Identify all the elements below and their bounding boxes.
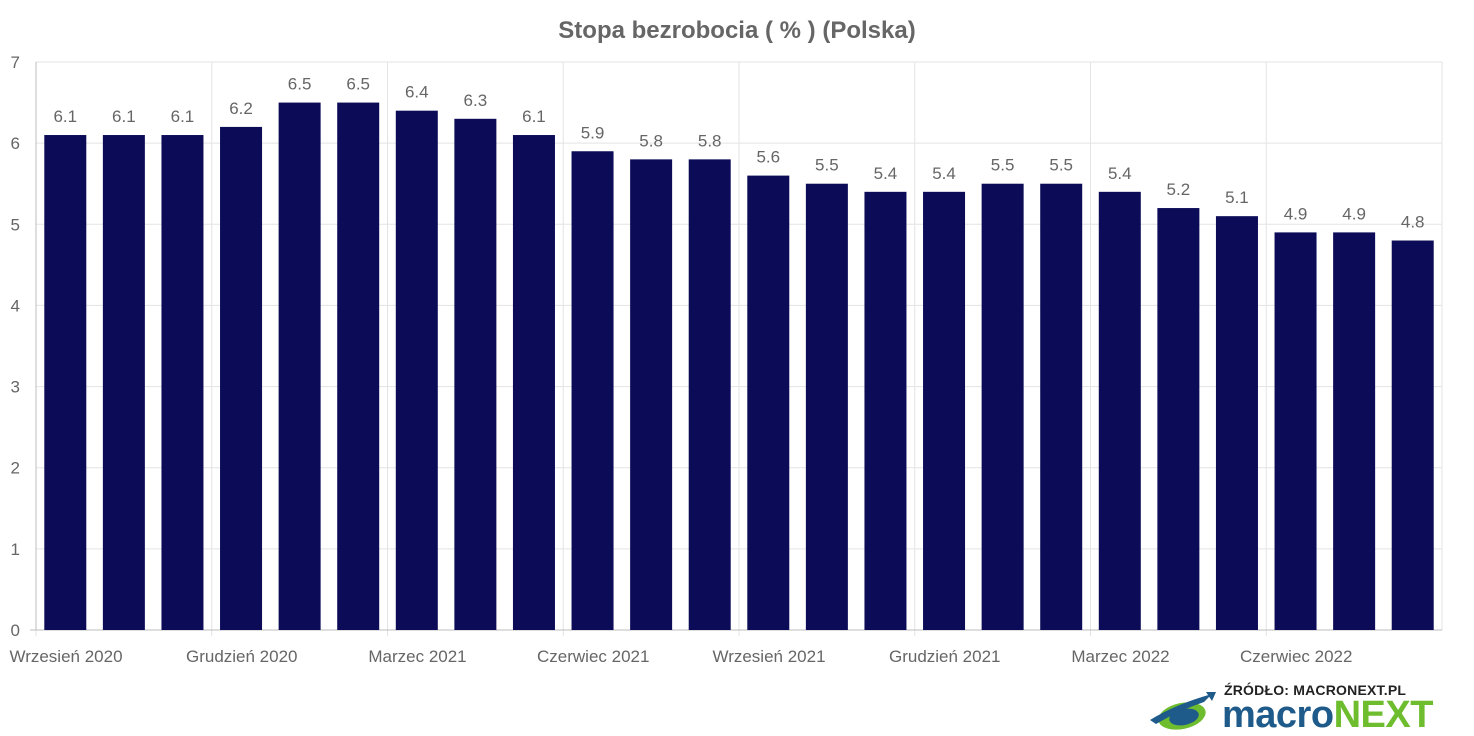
data-label: 5.4 [874, 164, 898, 183]
bar [161, 135, 204, 630]
bar [747, 175, 790, 630]
gridlines [30, 61, 1443, 636]
bar [102, 135, 145, 630]
data-label: 5.5 [815, 156, 839, 175]
x-tick-label: Wrzesień 2020 [9, 647, 122, 666]
data-label: 4.8 [1401, 213, 1425, 232]
y-tick-label: 6 [11, 134, 20, 153]
bar [805, 183, 848, 630]
data-label: 5.4 [1108, 164, 1132, 183]
bar [1215, 216, 1258, 630]
data-label: 4.9 [1342, 204, 1366, 223]
brand-name: macroNEXT [1222, 695, 1433, 735]
chart-title: Stopa bezrobocia ( % ) (Polska) [558, 17, 915, 44]
bar [337, 102, 380, 631]
y-axis-ticks: 0 1 2 3 4 5 6 7 [11, 53, 20, 640]
data-label: 6.1 [522, 107, 546, 126]
x-tick-label: Czerwiec 2022 [1240, 647, 1352, 666]
y-tick-label: 4 [11, 296, 20, 315]
data-label: 5.5 [1049, 156, 1073, 175]
y-tick-label: 3 [11, 378, 20, 397]
data-label: 6.5 [288, 75, 312, 94]
x-tick-label: Grudzień 2020 [186, 647, 298, 666]
data-label: 6.1 [53, 107, 77, 126]
bar [454, 118, 497, 631]
x-tick-label: Marzec 2021 [368, 647, 466, 666]
globe-swoosh-icon [1150, 692, 1216, 730]
bar-chart: Stopa bezrobocia ( % ) (Polska) 0 1 2 3 4 5 6 7… [9, 17, 1443, 666]
data-labels: 6.1 6.1 6.1 6.2 6.5 6.5 6.4 6.3 6.1 5.9 5.8 5.8 5.6 5… [53, 75, 1424, 232]
data-label: 5.2 [1167, 180, 1191, 199]
bar [512, 135, 555, 630]
data-label: 6.2 [229, 99, 253, 118]
data-label: 4.9 [1284, 204, 1308, 223]
brand-part-next: NEXT [1333, 694, 1434, 736]
data-label: 5.9 [581, 123, 605, 142]
data-label: 6.5 [346, 75, 370, 94]
brand-part-macro: macro [1222, 694, 1334, 736]
data-label: 5.8 [639, 131, 663, 150]
bar [688, 159, 731, 630]
x-axis-ticks: Wrzesień 2020 Grudzień 2020 Marzec 2021 Cze… [9, 647, 1352, 666]
y-tick-label: 0 [11, 621, 20, 640]
data-label: 5.8 [698, 131, 722, 150]
data-label: 6.3 [464, 91, 488, 110]
x-tick-label: Czerwiec 2021 [537, 647, 649, 666]
y-tick-label: 2 [11, 459, 20, 478]
bar [1098, 191, 1141, 631]
x-tick-label: Marzec 2022 [1071, 647, 1169, 666]
x-tick-label: Wrzesień 2021 [712, 647, 825, 666]
bar [1274, 232, 1317, 630]
data-label: 5.4 [932, 164, 956, 183]
bar [571, 151, 614, 630]
data-label: 6.1 [112, 107, 136, 126]
bar [278, 102, 321, 631]
bars [44, 102, 1434, 631]
bar [44, 135, 87, 630]
bar [1391, 240, 1434, 630]
bar [981, 183, 1024, 630]
data-label: 5.5 [991, 156, 1015, 175]
bar [923, 191, 966, 631]
macronext-logo: ŹRÓDŁO: MACRONEXT.PL macroNEXT [1146, 682, 1446, 736]
bar [1040, 183, 1083, 630]
data-label: 5.6 [756, 148, 780, 167]
x-tick-label: Grudzień 2021 [889, 647, 1001, 666]
y-tick-label: 1 [11, 540, 20, 559]
y-tick-label: 5 [11, 215, 20, 234]
bar [1333, 232, 1376, 630]
data-label: 5.1 [1225, 188, 1249, 207]
bar [220, 126, 263, 631]
bar [864, 191, 907, 631]
source-text: ŹRÓDŁO: MACRONEXT.PL [1224, 682, 1407, 698]
bar [1157, 208, 1200, 631]
bar [630, 159, 673, 630]
bar [395, 110, 438, 630]
y-tick-label: 7 [11, 53, 20, 72]
data-label: 6.4 [405, 83, 429, 102]
data-label: 6.1 [171, 107, 195, 126]
